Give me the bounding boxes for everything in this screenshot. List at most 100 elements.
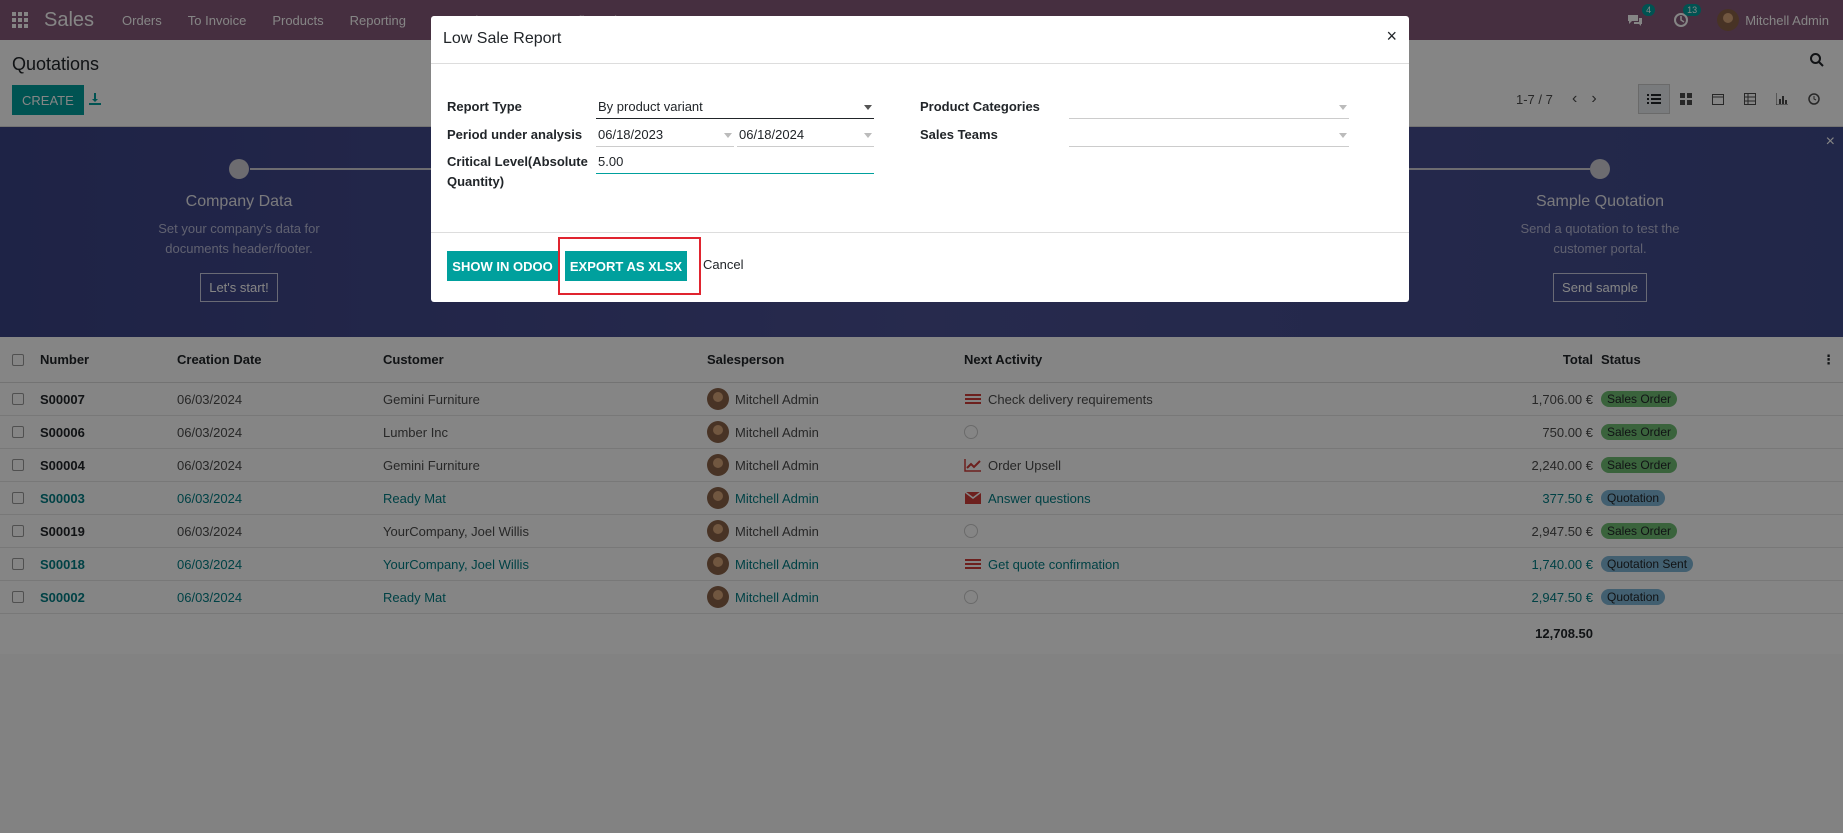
- chevron-down-icon: [724, 133, 732, 138]
- send-sample-button[interactable]: Send sample: [1553, 273, 1647, 302]
- search-icon[interactable]: [1809, 52, 1825, 68]
- salesperson-avatar: [707, 388, 729, 410]
- row-total: 750.00 €: [1542, 424, 1593, 440]
- modal-title: Low Sale Report: [443, 30, 562, 47]
- graph-view-icon[interactable]: [1766, 84, 1798, 114]
- row-salesperson: Mitchell Admin: [707, 586, 819, 608]
- sales-teams-input[interactable]: [1069, 125, 1349, 147]
- row-checkbox[interactable]: [12, 558, 24, 570]
- create-button[interactable]: CREATE: [12, 85, 84, 115]
- row-salesperson: Mitchell Admin: [707, 553, 819, 575]
- row-customer: Ready Mat: [383, 589, 446, 605]
- row-date: 06/03/2024: [177, 490, 243, 506]
- kanban-view-icon[interactable]: [1670, 84, 1702, 114]
- messages-badge: 4: [1642, 4, 1656, 16]
- user-menu[interactable]: Mitchell Admin: [1717, 9, 1829, 31]
- row-checkbox[interactable]: [12, 426, 24, 438]
- row-checkbox[interactable]: [12, 525, 24, 537]
- sales-teams-label: Sales Teams: [920, 127, 998, 142]
- table-row[interactable]: S00004 06/03/2024 Gemini Furniture Mitch…: [0, 449, 1843, 482]
- pivot-view-icon[interactable]: [1734, 84, 1766, 114]
- period-end-input[interactable]: 06/18/2024: [737, 125, 874, 147]
- menu-to-invoice[interactable]: To Invoice: [187, 12, 247, 28]
- period-label: Period under analysis: [447, 127, 583, 142]
- step-dot: [1590, 159, 1610, 179]
- app-brand[interactable]: Sales: [44, 8, 95, 31]
- row-checkbox[interactable]: [12, 459, 24, 471]
- header-total[interactable]: Total: [1562, 352, 1593, 367]
- activities-badge: 13: [1683, 4, 1702, 16]
- menu-reporting[interactable]: Reporting: [349, 12, 406, 28]
- report-type-select[interactable]: By product variant: [596, 97, 874, 119]
- row-total: 2,240.00 €: [1531, 457, 1593, 473]
- lets-start-button[interactable]: Let's start!: [200, 273, 278, 302]
- row-next-activity[interactable]: [964, 590, 978, 604]
- banner-close-icon[interactable]: ×: [1825, 133, 1835, 150]
- status-badge: Sales Order: [1601, 391, 1678, 407]
- cancel-button[interactable]: Cancel: [703, 257, 744, 272]
- export-xlsx-button[interactable]: EXPORT AS XLSX: [565, 251, 687, 281]
- download-icon[interactable]: [88, 92, 102, 106]
- header-customer[interactable]: Customer: [383, 352, 444, 367]
- close-icon[interactable]: ×: [1386, 26, 1397, 46]
- table-row[interactable]: S00019 06/03/2024 YourCompany, Joel Will…: [0, 515, 1843, 548]
- row-checkbox[interactable]: [12, 393, 24, 405]
- calendar-view-icon[interactable]: [1702, 84, 1734, 114]
- report-type-label: Report Type: [447, 99, 522, 114]
- row-salesperson: Mitchell Admin: [707, 421, 819, 443]
- row-date: 06/03/2024: [177, 589, 243, 605]
- row-number: S00004: [40, 457, 85, 473]
- salesperson-avatar: [707, 421, 729, 443]
- optional-columns-icon[interactable]: ⋮: [1822, 351, 1835, 367]
- list-view-icon[interactable]: [1638, 84, 1670, 114]
- critical-level-input[interactable]: 5.00: [596, 152, 874, 174]
- row-next-activity[interactable]: Check delivery requirements: [964, 392, 1153, 407]
- line-chart-icon: [964, 458, 982, 472]
- select-all-checkbox[interactable]: [12, 353, 24, 366]
- row-date: 06/03/2024: [177, 424, 243, 440]
- chevron-down-icon: [864, 133, 872, 138]
- row-salesperson: Mitchell Admin: [707, 487, 819, 509]
- table-row[interactable]: S00006 06/03/2024 Lumber Inc Mitchell Ad…: [0, 416, 1843, 449]
- header-creation-date[interactable]: Creation Date: [177, 352, 262, 367]
- activities-icon[interactable]: 13: [1671, 4, 1702, 30]
- pager-value[interactable]: 1-7 / 7: [1516, 92, 1553, 107]
- period-start-input[interactable]: 06/18/2023: [596, 125, 734, 147]
- header-number[interactable]: Number: [40, 352, 90, 367]
- row-next-activity[interactable]: Answer questions: [964, 491, 1091, 506]
- salesperson-avatar: [707, 487, 729, 509]
- table-row[interactable]: S00007 06/03/2024 Gemini Furniture Mitch…: [0, 383, 1843, 416]
- apps-menu-icon[interactable]: [0, 0, 40, 40]
- row-salesperson: Mitchell Admin: [707, 454, 819, 476]
- row-customer: YourCompany, Joel Willis: [383, 523, 529, 539]
- activity-view-icon[interactable]: [1798, 84, 1830, 114]
- menu-products[interactable]: Products: [272, 12, 324, 28]
- table-row[interactable]: S00002 06/03/2024 Ready Mat Mitchell Adm…: [0, 581, 1843, 614]
- step-desc: Send a quotation to test the customer por…: [1520, 221, 1680, 256]
- row-customer: YourCompany, Joel Willis: [383, 556, 529, 572]
- product-categories-input[interactable]: [1069, 97, 1349, 119]
- step-title: Sample Quotation: [1535, 193, 1665, 210]
- row-checkbox[interactable]: [12, 591, 24, 603]
- header-salesperson[interactable]: Salesperson: [707, 352, 785, 367]
- row-number: S00018: [40, 556, 85, 572]
- low-sale-report-dialog: Low Sale Report × Report Type By product…: [431, 16, 1409, 302]
- row-next-activity[interactable]: [964, 425, 978, 439]
- row-next-activity[interactable]: [964, 524, 978, 538]
- header-next-activity[interactable]: Next Activity: [964, 352, 1043, 367]
- pager-next-icon[interactable]: ›: [1591, 90, 1597, 107]
- row-date: 06/03/2024: [177, 391, 243, 407]
- row-checkbox[interactable]: [12, 492, 24, 504]
- row-next-activity[interactable]: Get quote confirmation: [964, 557, 1120, 572]
- modal-header: Low Sale Report ×: [431, 16, 1409, 64]
- table-row[interactable]: S00003 06/03/2024 Ready Mat Mitchell Adm…: [0, 482, 1843, 515]
- status-badge: Quotation: [1601, 589, 1666, 605]
- messages-icon[interactable]: 4: [1625, 4, 1656, 30]
- menu-orders[interactable]: Orders: [122, 12, 162, 28]
- pager-previous-icon[interactable]: ‹: [1572, 90, 1578, 107]
- header-status[interactable]: Status: [1601, 352, 1641, 367]
- step-dot: [229, 159, 249, 179]
- show-in-odoo-button[interactable]: SHOW IN ODOO: [447, 251, 558, 281]
- row-next-activity[interactable]: Order Upsell: [964, 458, 1061, 473]
- table-row[interactable]: S00018 06/03/2024 YourCompany, Joel Will…: [0, 548, 1843, 581]
